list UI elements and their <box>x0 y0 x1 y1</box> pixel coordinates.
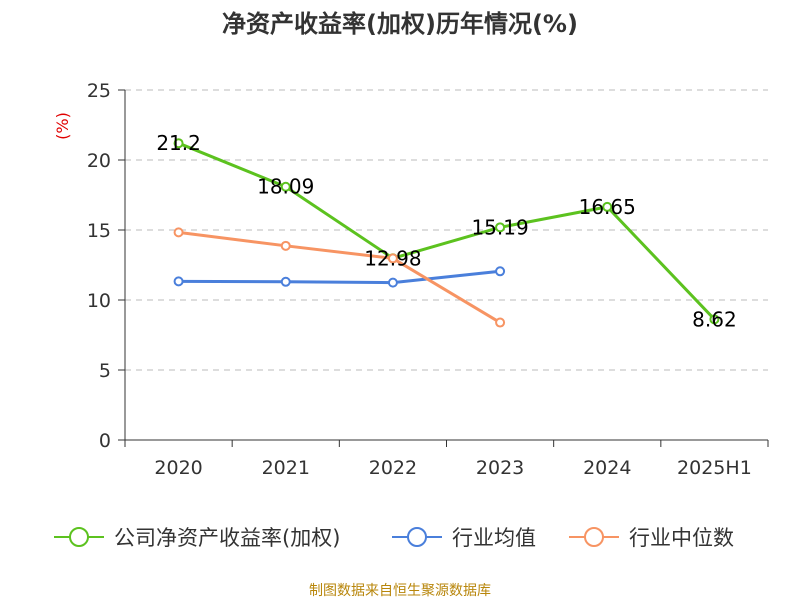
y-tick-label: 20 <box>87 150 111 172</box>
legend-label: 公司净资产收益率(加权) <box>114 526 340 550</box>
x-tick-label: 2024 <box>583 457 631 479</box>
data-point <box>173 138 184 149</box>
data-point <box>280 240 291 251</box>
data-point <box>280 276 291 287</box>
legend-marker <box>69 527 89 547</box>
data-point <box>387 277 398 288</box>
y-tick-label: 15 <box>87 220 111 242</box>
grid-lines <box>125 89 768 371</box>
legend-label: 行业均值 <box>452 526 536 550</box>
data-label: 16.65 <box>579 195 636 219</box>
series-0 <box>173 138 720 325</box>
legend-marker <box>584 527 604 547</box>
data-point <box>602 201 613 212</box>
y-tick-label: 25 <box>87 80 111 102</box>
data-point <box>495 222 506 233</box>
x-tick-label: 2022 <box>369 457 417 479</box>
data-label: 15.19 <box>471 215 528 239</box>
chart-title: 净资产收益率(加权)历年情况(%) <box>222 10 578 38</box>
x-tick-label: 2023 <box>476 457 524 479</box>
data-label: 12.98 <box>364 246 421 270</box>
series-2 <box>173 227 506 328</box>
legend: 公司净资产收益率(加权) 行业均值 行业中位数 <box>54 526 734 550</box>
series-line <box>178 230 501 324</box>
x-tick-label: 2021 <box>262 457 310 479</box>
legend-label: 行业中位数 <box>629 526 734 550</box>
data-point <box>709 314 720 325</box>
data-label: 21.2 <box>156 131 201 155</box>
y-tick-label: 0 <box>99 430 111 452</box>
y-axis-unit-label: (%) <box>53 112 72 140</box>
x-tick-label: 2020 <box>154 457 202 479</box>
data-point <box>495 266 506 277</box>
source-note: 制图数据来自恒生聚源数据库 <box>309 583 491 599</box>
legend-item: 行业中位数 <box>569 526 734 550</box>
x-tick-label: 2025H1 <box>677 457 752 479</box>
data-label: 18.09 <box>257 175 314 199</box>
data-label: 8.62 <box>692 307 737 331</box>
y-tick-label: 10 <box>87 290 111 312</box>
data-labels: 21.2 18.09 12.98 15.19 16.65 8.62 <box>156 131 736 331</box>
axes: 0 5 10 15 20 25 2020 2021 2022 2023 2024 2025H1 <box>87 80 769 479</box>
data-point <box>280 181 291 192</box>
data-point <box>495 317 506 328</box>
series-lines <box>173 138 720 328</box>
legend-item: 公司净资产收益率(加权) <box>54 526 340 550</box>
data-point <box>173 227 184 238</box>
legend-marker <box>407 527 427 547</box>
series-line <box>178 141 716 321</box>
data-point <box>387 253 398 264</box>
y-tick-label: 5 <box>99 360 111 382</box>
legend-item: 行业均值 <box>392 526 536 550</box>
data-point <box>173 276 184 287</box>
series-line <box>178 269 501 285</box>
series-1 <box>173 266 506 288</box>
